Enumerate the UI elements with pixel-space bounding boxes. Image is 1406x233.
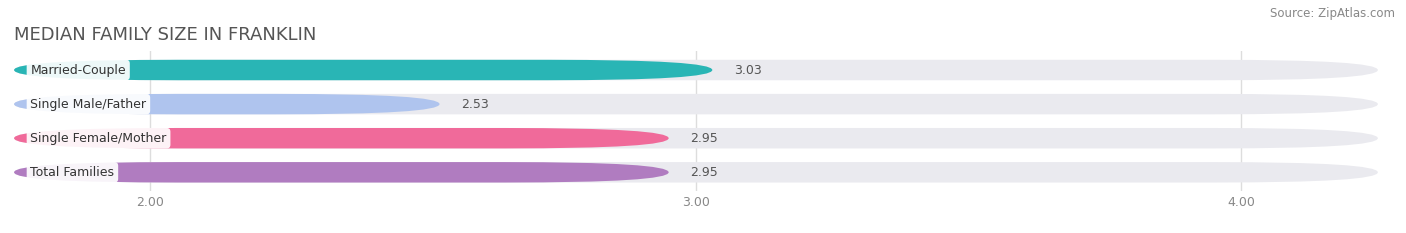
FancyBboxPatch shape <box>14 162 1378 182</box>
FancyBboxPatch shape <box>14 94 1378 114</box>
FancyBboxPatch shape <box>14 94 440 114</box>
Text: Source: ZipAtlas.com: Source: ZipAtlas.com <box>1270 7 1395 20</box>
Text: MEDIAN FAMILY SIZE IN FRANKLIN: MEDIAN FAMILY SIZE IN FRANKLIN <box>14 26 316 44</box>
FancyBboxPatch shape <box>14 128 669 148</box>
Text: Single Male/Father: Single Male/Father <box>31 98 146 111</box>
Text: Married-Couple: Married-Couple <box>31 64 127 76</box>
Text: 2.53: 2.53 <box>461 98 489 111</box>
FancyBboxPatch shape <box>14 60 713 80</box>
Text: 3.03: 3.03 <box>734 64 762 76</box>
FancyBboxPatch shape <box>14 128 1378 148</box>
FancyBboxPatch shape <box>14 60 1378 80</box>
Text: Total Families: Total Families <box>31 166 114 179</box>
Text: 2.95: 2.95 <box>690 166 718 179</box>
FancyBboxPatch shape <box>14 162 669 182</box>
Text: 2.95: 2.95 <box>690 132 718 145</box>
Text: Single Female/Mother: Single Female/Mother <box>31 132 167 145</box>
